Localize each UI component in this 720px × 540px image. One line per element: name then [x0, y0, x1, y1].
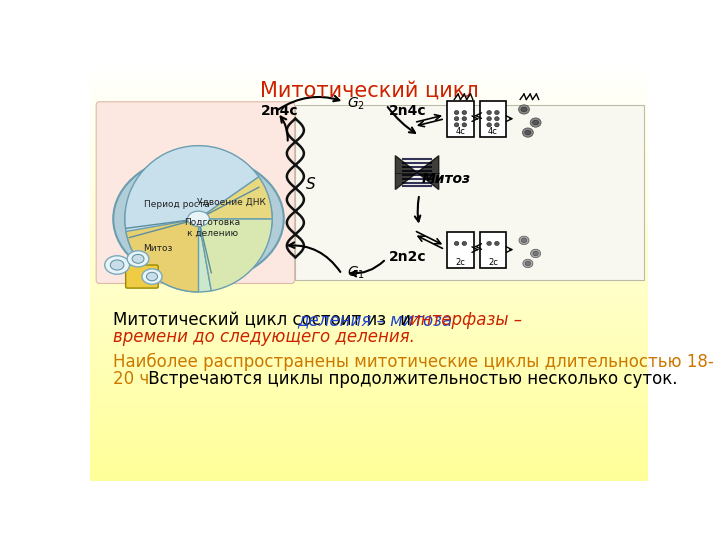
Text: 2n2c: 2n2c [388, 251, 426, 264]
Ellipse shape [110, 260, 124, 270]
Ellipse shape [462, 241, 467, 246]
FancyBboxPatch shape [126, 265, 158, 288]
Text: Подготовка
к делению: Подготовка к делению [184, 218, 240, 238]
Ellipse shape [519, 236, 529, 245]
Text: 2n4c: 2n4c [261, 104, 298, 118]
Polygon shape [417, 156, 438, 190]
Ellipse shape [104, 256, 130, 274]
Text: $G_1$: $G_1$ [347, 265, 365, 281]
Wedge shape [130, 219, 211, 292]
Text: Встречаются циклы продолжительностью несколько суток.: Встречаются циклы продолжительностью нес… [143, 370, 678, 388]
Ellipse shape [495, 111, 499, 114]
Ellipse shape [127, 251, 149, 267]
Text: интерфазы –: интерфазы – [410, 311, 522, 329]
Ellipse shape [113, 155, 284, 283]
Text: 2c: 2c [456, 258, 465, 267]
Ellipse shape [462, 117, 467, 121]
Ellipse shape [521, 107, 527, 112]
Text: времени до следующего деления.: времени до следующего деления. [113, 328, 415, 346]
Wedge shape [199, 219, 272, 291]
Ellipse shape [533, 251, 539, 256]
Ellipse shape [487, 123, 492, 127]
Ellipse shape [454, 117, 459, 121]
Ellipse shape [531, 249, 541, 258]
Ellipse shape [146, 272, 158, 281]
Text: Наиболее распространены митотические циклы длительностью 18-: Наиболее распространены митотические цик… [113, 353, 714, 371]
Polygon shape [395, 156, 417, 190]
Ellipse shape [533, 120, 539, 125]
Ellipse shape [487, 117, 492, 121]
Text: 2n4c: 2n4c [388, 104, 426, 118]
Text: Митотический цикл состоит из: Митотический цикл состоит из [113, 311, 392, 329]
Text: 4c: 4c [456, 127, 465, 136]
Text: 2c: 2c [488, 258, 498, 267]
Ellipse shape [454, 241, 459, 246]
FancyBboxPatch shape [295, 105, 644, 280]
FancyBboxPatch shape [480, 232, 506, 268]
FancyBboxPatch shape [447, 100, 474, 137]
FancyBboxPatch shape [480, 100, 506, 137]
Ellipse shape [495, 241, 499, 246]
Ellipse shape [518, 105, 529, 114]
Text: Митоз: Митоз [422, 172, 471, 186]
Text: Удвоение ДНК: Удвоение ДНК [197, 197, 266, 206]
Text: и: и [395, 311, 416, 329]
Ellipse shape [487, 111, 492, 114]
Ellipse shape [454, 123, 459, 127]
Ellipse shape [523, 259, 533, 268]
Wedge shape [126, 219, 199, 292]
Ellipse shape [530, 118, 541, 127]
Text: 4c: 4c [488, 127, 498, 136]
Text: Период роста: Период роста [144, 200, 210, 210]
Ellipse shape [462, 123, 467, 127]
Ellipse shape [462, 111, 467, 114]
Ellipse shape [188, 211, 210, 226]
Ellipse shape [125, 164, 272, 274]
Text: Митоз: Митоз [143, 244, 173, 253]
Ellipse shape [487, 241, 492, 246]
Wedge shape [199, 177, 272, 219]
Ellipse shape [454, 111, 459, 114]
Text: Митотический цикл: Митотический цикл [260, 80, 478, 100]
Text: 20 ч.: 20 ч. [113, 370, 155, 388]
Text: S: S [306, 177, 315, 192]
Ellipse shape [495, 123, 499, 127]
Wedge shape [125, 146, 258, 244]
Ellipse shape [132, 254, 144, 264]
Ellipse shape [525, 261, 531, 266]
Ellipse shape [142, 269, 162, 284]
Ellipse shape [495, 117, 499, 121]
FancyBboxPatch shape [447, 232, 474, 268]
Ellipse shape [521, 238, 527, 242]
Text: деления – митоза: деления – митоза [297, 311, 453, 329]
Ellipse shape [523, 128, 534, 137]
Ellipse shape [525, 130, 531, 135]
FancyBboxPatch shape [96, 102, 294, 284]
Text: $G_2$: $G_2$ [347, 95, 365, 111]
